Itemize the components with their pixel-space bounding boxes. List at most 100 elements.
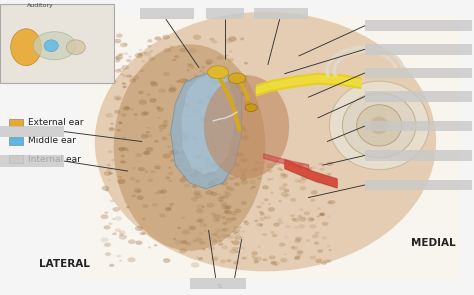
Circle shape xyxy=(278,221,283,224)
Circle shape xyxy=(294,256,300,260)
Circle shape xyxy=(115,228,121,232)
Circle shape xyxy=(117,129,121,132)
Circle shape xyxy=(319,213,324,216)
Circle shape xyxy=(327,215,331,217)
Circle shape xyxy=(121,114,127,117)
Circle shape xyxy=(196,219,202,223)
Circle shape xyxy=(128,239,136,244)
Circle shape xyxy=(315,232,319,235)
Circle shape xyxy=(317,249,323,253)
Circle shape xyxy=(284,189,290,192)
Circle shape xyxy=(280,258,287,263)
Circle shape xyxy=(208,181,216,186)
Circle shape xyxy=(209,185,213,187)
Circle shape xyxy=(310,218,314,221)
Circle shape xyxy=(201,206,205,208)
Circle shape xyxy=(237,247,240,249)
Circle shape xyxy=(152,203,158,206)
Circle shape xyxy=(228,73,246,83)
Circle shape xyxy=(184,184,190,188)
Circle shape xyxy=(297,250,303,254)
Circle shape xyxy=(285,225,291,228)
Circle shape xyxy=(271,231,275,234)
Circle shape xyxy=(254,260,259,263)
Circle shape xyxy=(122,137,126,139)
Circle shape xyxy=(183,102,190,106)
Circle shape xyxy=(257,177,261,180)
Circle shape xyxy=(112,207,120,212)
Circle shape xyxy=(100,214,109,219)
Circle shape xyxy=(104,171,111,176)
Text: Internal ear: Internal ear xyxy=(28,155,82,163)
Circle shape xyxy=(175,36,178,38)
Circle shape xyxy=(119,122,122,124)
Circle shape xyxy=(204,166,209,169)
Circle shape xyxy=(279,168,283,171)
Circle shape xyxy=(199,218,204,222)
Circle shape xyxy=(174,55,179,58)
Circle shape xyxy=(184,79,188,81)
Circle shape xyxy=(208,80,211,82)
FancyBboxPatch shape xyxy=(140,8,194,19)
Circle shape xyxy=(221,113,228,118)
Circle shape xyxy=(315,180,319,183)
Circle shape xyxy=(222,229,226,231)
Circle shape xyxy=(306,168,311,171)
Circle shape xyxy=(211,80,219,85)
Circle shape xyxy=(186,107,190,109)
Circle shape xyxy=(147,94,150,96)
Circle shape xyxy=(188,48,197,53)
Circle shape xyxy=(141,112,148,116)
Circle shape xyxy=(109,79,117,84)
Circle shape xyxy=(193,191,201,195)
Circle shape xyxy=(306,239,310,242)
Circle shape xyxy=(122,161,127,164)
Circle shape xyxy=(233,119,237,122)
Circle shape xyxy=(160,189,167,194)
FancyBboxPatch shape xyxy=(9,137,23,145)
Circle shape xyxy=(227,259,231,262)
Circle shape xyxy=(241,247,245,249)
FancyBboxPatch shape xyxy=(365,121,472,131)
Circle shape xyxy=(297,163,304,168)
Circle shape xyxy=(196,204,203,209)
Circle shape xyxy=(212,219,218,222)
Circle shape xyxy=(209,164,214,167)
Circle shape xyxy=(169,84,172,86)
Circle shape xyxy=(179,178,187,183)
Circle shape xyxy=(108,172,113,175)
Circle shape xyxy=(173,59,176,61)
Circle shape xyxy=(312,234,319,238)
Circle shape xyxy=(217,197,224,201)
Circle shape xyxy=(328,249,332,251)
Circle shape xyxy=(204,230,207,232)
Circle shape xyxy=(272,234,277,237)
Circle shape xyxy=(271,178,274,180)
FancyBboxPatch shape xyxy=(9,119,23,126)
Circle shape xyxy=(233,232,240,236)
Circle shape xyxy=(157,190,164,194)
Circle shape xyxy=(283,174,289,177)
Circle shape xyxy=(117,255,121,257)
Circle shape xyxy=(317,208,321,210)
Circle shape xyxy=(199,241,205,245)
Circle shape xyxy=(123,74,128,77)
Circle shape xyxy=(319,213,325,217)
Circle shape xyxy=(217,55,224,60)
Circle shape xyxy=(213,110,219,115)
Ellipse shape xyxy=(329,81,429,170)
Circle shape xyxy=(307,169,310,171)
Circle shape xyxy=(131,194,136,198)
Circle shape xyxy=(101,186,109,191)
Circle shape xyxy=(147,45,152,47)
Circle shape xyxy=(251,251,258,255)
Circle shape xyxy=(299,180,305,184)
Circle shape xyxy=(210,98,215,101)
Circle shape xyxy=(326,162,334,166)
Circle shape xyxy=(191,67,194,69)
Circle shape xyxy=(182,133,189,137)
Circle shape xyxy=(159,214,165,217)
Circle shape xyxy=(128,257,136,262)
Circle shape xyxy=(230,211,237,216)
Circle shape xyxy=(237,126,246,131)
